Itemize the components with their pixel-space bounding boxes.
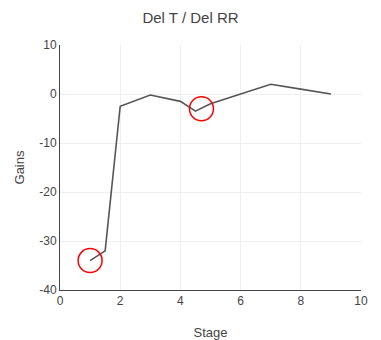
svg-text:Gains: Gains <box>12 150 27 184</box>
svg-text:0: 0 <box>57 294 64 308</box>
svg-text:-20: -20 <box>39 185 57 199</box>
svg-text:Stage: Stage <box>194 325 228 340</box>
svg-text:-10: -10 <box>39 136 57 150</box>
svg-text:10: 10 <box>354 294 368 308</box>
svg-text:Del T / Del RR: Del T / Del RR <box>142 9 238 26</box>
svg-text:10: 10 <box>43 38 57 52</box>
svg-text:0: 0 <box>50 87 57 101</box>
svg-text:6: 6 <box>237 294 244 308</box>
svg-text:4: 4 <box>177 294 184 308</box>
svg-text:8: 8 <box>297 294 304 308</box>
svg-text:-40: -40 <box>39 283 57 297</box>
svg-text:2: 2 <box>117 294 124 308</box>
svg-text:-30: -30 <box>39 234 57 248</box>
